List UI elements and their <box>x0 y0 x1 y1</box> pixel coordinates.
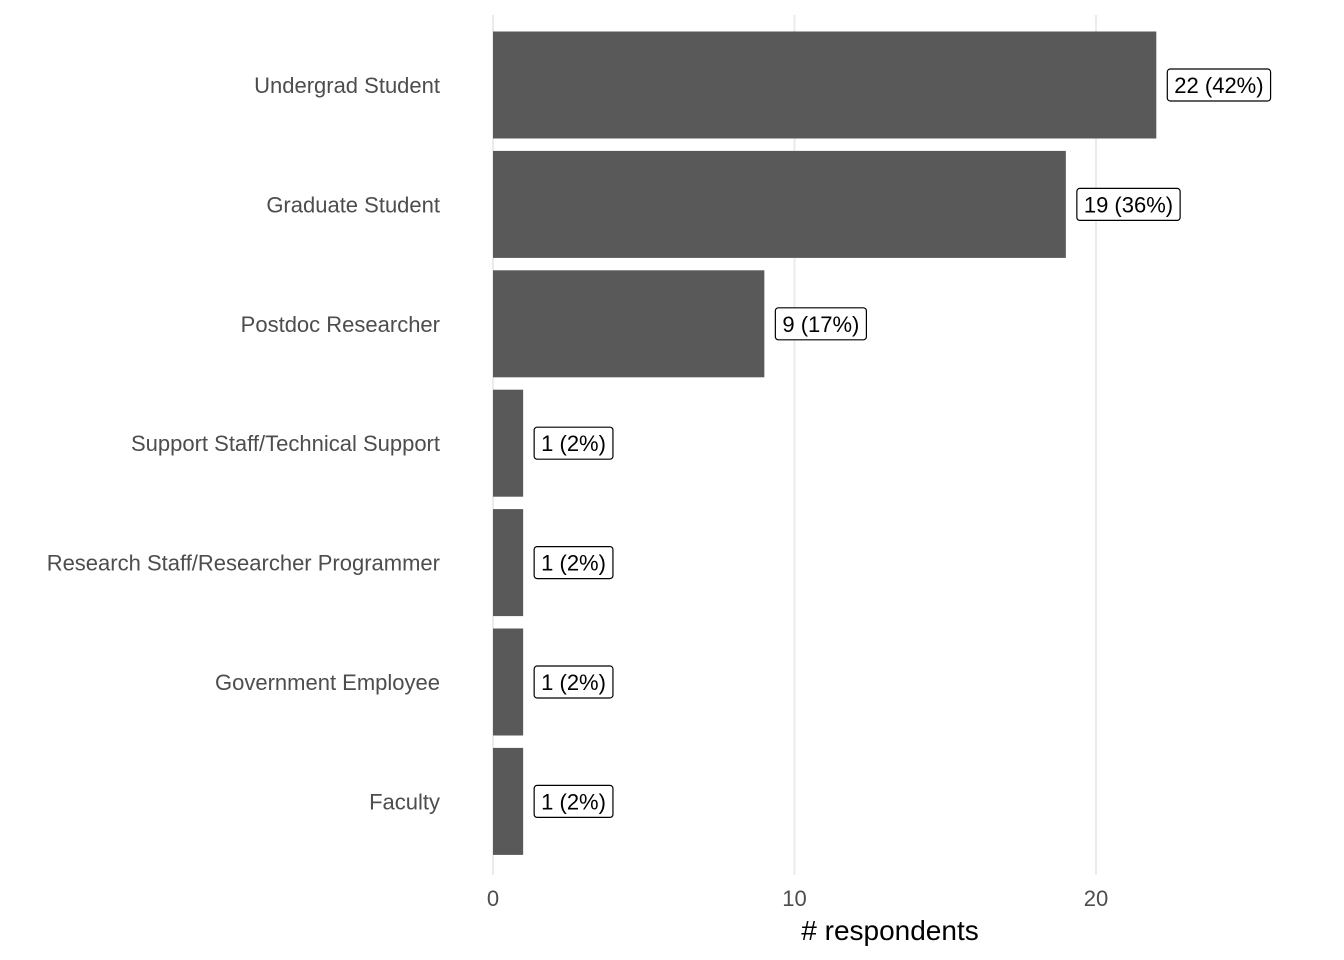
category-label: Support Staff/Technical Support <box>131 431 440 456</box>
data-label-box <box>533 784 614 819</box>
x-tick-label: 0 <box>487 886 499 911</box>
data-label-text: 1 (2%) <box>541 789 606 814</box>
data-label: 1 (2%) <box>533 665 614 699</box>
category-label: Postdoc Researcher <box>241 312 440 337</box>
bar <box>493 509 524 617</box>
category-label: Graduate Student <box>266 192 440 217</box>
category-label: Faculty <box>369 789 440 814</box>
data-label: 1 (2%) <box>533 545 614 580</box>
bar <box>493 628 524 736</box>
bar <box>493 270 765 378</box>
data-label-text: 1 (2%) <box>541 551 606 576</box>
bar <box>493 389 524 497</box>
data-label-text: 9 (17%) <box>782 312 859 337</box>
category-label: Research Staff/Researcher Programmer <box>47 551 440 576</box>
data-label-text: 1 (2%) <box>541 670 606 695</box>
data-label-box <box>533 545 614 580</box>
x-axis-title: # respondents <box>801 915 978 946</box>
data-label-text: 19 (36%) <box>1084 192 1173 217</box>
x-axis-ticks: 0 10 20 <box>487 886 1108 911</box>
bars <box>493 31 1157 855</box>
data-label: 19 (36%) <box>1076 187 1181 221</box>
category-label: Government Employee <box>215 670 440 695</box>
data-label: 1 (2%) <box>533 426 614 460</box>
category-label: Undergrad Student <box>254 73 440 98</box>
data-label-box <box>1076 187 1181 221</box>
data-label-box <box>533 665 614 699</box>
data-label: 9 (17%) <box>774 307 867 341</box>
data-label-text: 22 (42%) <box>1174 73 1263 98</box>
data-label-box <box>1166 68 1272 102</box>
data-label: 1 (2%) <box>533 784 614 819</box>
bar <box>493 31 1157 139</box>
data-label: 22 (42%) <box>1166 68 1272 102</box>
category-labels: Undergrad Student Graduate Student Postdoc… <box>47 73 440 814</box>
x-tick-label: 10 <box>782 886 806 911</box>
x-tick-label: 20 <box>1084 886 1108 911</box>
bar <box>493 747 524 855</box>
data-label-box <box>533 426 614 460</box>
bar <box>493 150 1066 258</box>
data-labels: 22 (42%) 19 (36%) 9 (17%) 1 (2%) 1 (2%) 1 (2%… <box>533 68 1272 819</box>
data-label-box <box>774 307 867 341</box>
data-label-text: 1 (2%) <box>541 431 606 456</box>
